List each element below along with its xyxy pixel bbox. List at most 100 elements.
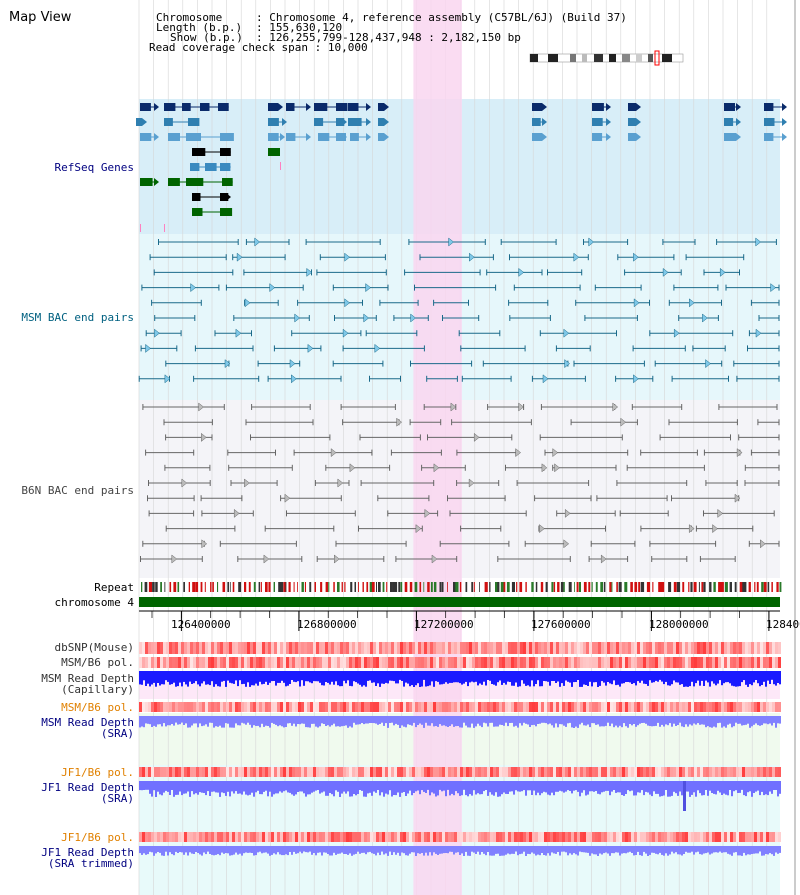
depth-bar (275, 671, 277, 686)
heat-cell (601, 702, 604, 712)
msm-bac-label[interactable]: MSM BAC end pairs (21, 311, 134, 324)
depth-bar (379, 716, 381, 724)
heat-cell (511, 767, 514, 777)
heat-cell (535, 702, 538, 712)
depth-bar (507, 671, 509, 682)
depth-bar (529, 846, 531, 855)
msm-depth-cap-label[interactable]: MSM Read Depth (Capillary) (41, 673, 134, 695)
depth-bar (603, 716, 605, 727)
msm-depth-sra-label[interactable]: MSM Read Depth (SRA) (41, 717, 134, 739)
depth-bar (703, 781, 705, 796)
depth-bar (603, 781, 605, 792)
depth-bar (443, 716, 445, 726)
heat-cell (742, 657, 745, 668)
depth-bar (173, 716, 175, 726)
depth-bar (371, 846, 373, 854)
msm-pol-2-label[interactable]: MSM/B6 pol. (61, 701, 134, 714)
depth-bar (487, 671, 489, 680)
heat-cell (166, 657, 169, 668)
heat-cell (448, 642, 451, 654)
depth-bar (243, 716, 245, 724)
heat-cell (511, 657, 514, 668)
msm-pol-label[interactable]: MSM/B6 pol. (61, 656, 134, 669)
depth-bar (535, 781, 537, 796)
depth-bar (343, 716, 345, 726)
heat-cell (703, 767, 706, 777)
bac-end-arrow (612, 402, 619, 412)
heat-cell (499, 832, 502, 842)
depth-bar (675, 671, 677, 683)
heat-cell (739, 702, 742, 712)
jf1-pol-2-label[interactable]: JF1/B6 pol. (61, 831, 134, 844)
heat-cell (544, 657, 547, 668)
heat-cell (397, 642, 400, 654)
depth-bar (497, 781, 499, 797)
depth-bar (477, 846, 479, 852)
depth-bar (273, 846, 275, 854)
depth-bar (211, 781, 213, 792)
jf1-depth-sra-label[interactable]: JF1 Read Depth (SRA) (41, 782, 134, 804)
b6n-bac-label[interactable]: B6N BAC end pairs (21, 484, 134, 497)
dbsnp-label[interactable]: dbSNP(Mouse) (54, 641, 134, 654)
heat-cell (523, 832, 526, 842)
jf1-pol-label[interactable]: JF1/B6 pol. (61, 766, 134, 779)
depth-bar (323, 781, 325, 792)
depth-bar (561, 671, 563, 684)
depth-bar (619, 671, 621, 687)
depth-bar (475, 846, 477, 854)
heat-cell (634, 642, 637, 654)
depth-bar (151, 846, 153, 853)
bac-end-arrow (424, 508, 431, 518)
jf1-depth-trim-label[interactable]: JF1 Read Depth (SRA trimmed) (41, 847, 134, 869)
gene-strand-arrow (384, 133, 389, 141)
depth-bar (173, 846, 175, 856)
heat-cell (472, 832, 475, 842)
depth-bar (351, 846, 353, 856)
heat-cell (226, 702, 229, 712)
depth-bar (263, 671, 265, 684)
refseq-genes-label[interactable]: RefSeq Genes (54, 161, 134, 174)
heat-cell (316, 702, 319, 712)
depth-bar (333, 716, 335, 724)
heat-cell (766, 832, 769, 842)
heat-cell (487, 832, 490, 842)
heat-cell (217, 832, 220, 842)
heat-cell (484, 642, 487, 654)
depth-bar (607, 716, 609, 723)
heat-cell (778, 832, 781, 842)
depth-bar (633, 716, 635, 724)
depth-bar (429, 671, 431, 686)
b6n-bac-track[interactable] (140, 402, 780, 564)
heat-cell (172, 642, 175, 654)
repeat-element (362, 582, 364, 592)
heat-cell (163, 767, 166, 777)
heat-cell (577, 657, 580, 668)
heat-cell (724, 657, 727, 668)
refseq-genes-track[interactable] (136, 103, 787, 232)
msm-bac-track[interactable] (138, 237, 780, 384)
depth-bar (519, 671, 521, 687)
chromosome-ideogram[interactable] (529, 50, 684, 66)
heat-cell (271, 767, 274, 777)
depth-bar (517, 846, 519, 856)
depth-bar (167, 671, 169, 682)
depth-bar (549, 781, 551, 796)
heat-cell (322, 767, 325, 777)
depth-bar (603, 846, 605, 854)
depth-bar (605, 671, 607, 686)
heat-cell (178, 767, 181, 777)
depth-bar (493, 716, 495, 727)
depth-bar (777, 846, 779, 854)
depth-bar (197, 781, 199, 795)
depth-bar (307, 781, 309, 795)
depth-bar (329, 781, 331, 793)
ruler-tick-label: 126400000 (171, 618, 231, 631)
repeat-element (473, 582, 475, 592)
depth-bar (407, 671, 409, 684)
depth-bar (437, 846, 439, 855)
gene-exon (764, 133, 774, 141)
heat-cell (499, 702, 502, 712)
heat-cell (457, 832, 460, 842)
heat-cell (367, 767, 370, 777)
